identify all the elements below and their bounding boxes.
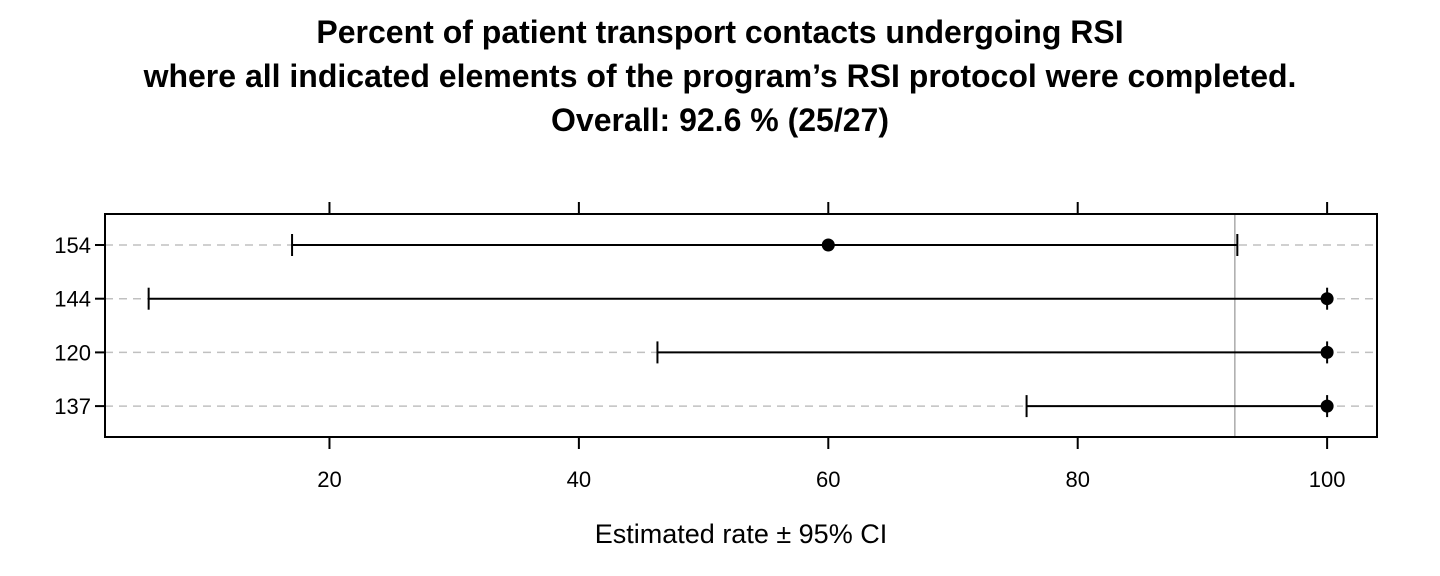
y-tick-label: 137	[54, 394, 91, 419]
title-line-1: Percent of patient transport contacts un…	[316, 14, 1124, 50]
x-tick-label: 80	[1065, 467, 1089, 492]
y-tick-label: 144	[54, 287, 91, 312]
chart-title: Percent of patient transport contacts un…	[0, 10, 1440, 142]
title-line-3: Overall: 92.6 % (25/27)	[551, 102, 889, 138]
x-tick-label: 100	[1309, 467, 1346, 492]
estimate-point	[1320, 399, 1334, 413]
series-group	[147, 234, 1334, 418]
x-tick-label: 40	[567, 467, 591, 492]
estimate-point	[1320, 345, 1334, 359]
estimate-point	[821, 238, 835, 252]
grid-lines	[105, 244, 1377, 407]
y-tick-label: 154	[54, 233, 91, 258]
plot-frame	[104, 213, 1378, 438]
x-axis-ticks: 20 40 60 80 100	[317, 202, 1345, 492]
estimate-point	[1320, 292, 1334, 306]
x-axis-label: Estimated rate ± 95% CI	[595, 519, 887, 549]
title-line-2: where all indicated elements of the prog…	[143, 58, 1297, 94]
x-tick-label: 20	[317, 467, 341, 492]
y-tick-label: 120	[54, 340, 91, 365]
y-axis-ticks: 154 144 120 137	[54, 233, 105, 419]
x-tick-label: 60	[816, 467, 840, 492]
